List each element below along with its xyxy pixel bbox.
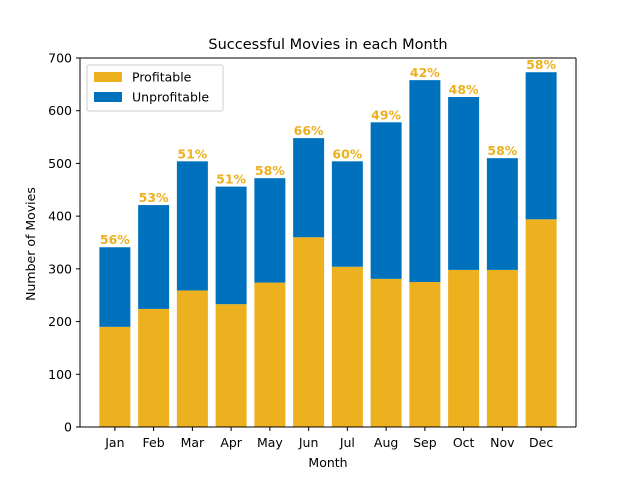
bar-profitable-dec (525, 219, 557, 427)
x-tick-label-apr: Apr (220, 435, 242, 450)
bar-unprofitable-nov (486, 158, 518, 270)
x-tick-label-may: May (257, 435, 283, 450)
data-label-sep: 42% (410, 65, 440, 80)
bar-profitable-feb (138, 308, 170, 427)
data-label-feb: 53% (139, 190, 169, 205)
y-tick-label: 400 (48, 209, 72, 224)
chart-title: Successful Movies in each Month (208, 37, 447, 53)
bar-unprofitable-aug (370, 122, 402, 279)
x-tick-label-jul: Jul (339, 435, 355, 450)
x-tick-label-nov: Nov (490, 435, 515, 450)
bar-profitable-sep (409, 282, 441, 427)
bars-layer (99, 72, 557, 427)
x-tick-label-mar: Mar (181, 435, 205, 450)
bar-unprofitable-dec (525, 72, 557, 220)
bar-unprofitable-mar (176, 161, 208, 291)
bar-unprofitable-oct (448, 97, 480, 270)
data-label-jun: 66% (294, 123, 324, 138)
y-tick-label: 300 (48, 261, 72, 276)
y-tick-label: 0 (64, 420, 72, 435)
data-label-nov: 58% (487, 143, 517, 158)
bar-unprofitable-sep (409, 80, 441, 283)
x-axis-label: Month (308, 455, 347, 470)
data-label-oct: 48% (449, 82, 479, 97)
y-tick-label: 600 (48, 103, 72, 118)
legend: Profitable Unprofitable (86, 64, 224, 112)
bar-unprofitable-jun (293, 138, 325, 238)
bar-unprofitable-apr (215, 186, 247, 305)
bar-unprofitable-feb (138, 205, 170, 309)
legend-label-profitable: Profitable (132, 70, 192, 85)
bar-profitable-jul (331, 266, 363, 427)
bar-unprofitable-may (254, 178, 286, 283)
data-label-jan: 56% (100, 232, 130, 247)
legend-swatch-profitable (94, 72, 122, 82)
y-tick-label: 500 (48, 156, 72, 171)
data-label-apr: 51% (216, 172, 246, 187)
bar-unprofitable-jul (331, 161, 363, 267)
data-label-mar: 51% (177, 146, 207, 161)
y-tick-label: 200 (48, 314, 72, 329)
bar-profitable-nov (486, 269, 518, 427)
x-tick-label-jan: Jan (104, 435, 124, 450)
axes-layer: 0 100 200 300 400 500 600 700 Jan Feb Mar Apr May Jun… (48, 51, 577, 450)
bar-profitable-oct (448, 269, 480, 427)
legend-label-unprofitable: Unprofitable (132, 90, 209, 105)
data-labels-layer: 56% 53% 51% 51% 58% 66% 60% 49% 42% 48% 58% 58% (100, 57, 557, 247)
data-label-aug: 49% (371, 107, 401, 122)
bar-unprofitable-jan (99, 247, 131, 327)
bar-profitable-aug (370, 278, 402, 427)
y-tick-label: 100 (48, 367, 72, 382)
bar-profitable-mar (176, 290, 208, 427)
y-axis-label: Number of Movies (23, 187, 38, 301)
legend-swatch-unprofitable (94, 92, 122, 102)
x-tick-label-feb: Feb (143, 435, 165, 450)
y-tick-label: 700 (48, 51, 72, 66)
bar-profitable-jan (99, 326, 131, 427)
x-tick-label-dec: Dec (529, 435, 553, 450)
x-tick-label-jun: Jun (298, 435, 319, 450)
x-tick-label-aug: Aug (374, 435, 398, 450)
data-label-jul: 60% (332, 146, 362, 161)
bar-profitable-jun (293, 237, 325, 427)
x-tick-label-oct: Oct (453, 435, 475, 450)
x-tick-label-sep: Sep (413, 435, 437, 450)
data-label-dec: 58% (526, 57, 556, 72)
bar-profitable-apr (215, 304, 247, 427)
bar-profitable-may (254, 282, 286, 427)
data-label-may: 58% (255, 163, 285, 178)
